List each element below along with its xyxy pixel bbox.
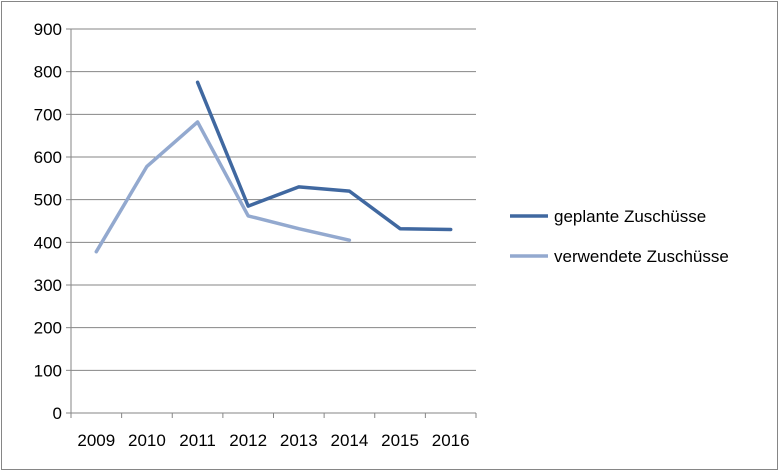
x-tick-label-2016: 2016	[432, 431, 470, 450]
x-tick-label-2010: 2010	[128, 431, 166, 450]
x-tick-label-2012: 2012	[229, 431, 267, 450]
y-tick-label-500: 500	[34, 191, 62, 210]
y-tick-label-900: 900	[34, 20, 62, 39]
series-lines	[94, 80, 453, 254]
y-tick-label-100: 100	[34, 361, 62, 380]
y-tick-label-0: 0	[53, 404, 62, 423]
legend-label-1: geplante Zuschüsse	[554, 207, 706, 226]
legend-label-2: verwendete Zuschüsse	[554, 247, 729, 266]
axes	[66, 28, 477, 418]
y-tick-labels: 0 100 200 300 400 500 600 700 800 900	[34, 20, 62, 423]
x-tick-label-2015: 2015	[381, 431, 419, 450]
series-line-2	[94, 120, 352, 254]
gridlines	[71, 28, 476, 371]
x-tick-labels: 2009 2010 2011 2012 2013 2014 2015 2016	[77, 431, 469, 450]
y-tick-label-700: 700	[34, 105, 62, 124]
x-tick-label-2011: 2011	[179, 431, 216, 450]
x-tick-label-2013: 2013	[280, 431, 318, 450]
series-line-1	[195, 80, 453, 232]
x-tick-label-2009: 2009	[77, 431, 115, 450]
y-tick-label-400: 400	[34, 233, 62, 252]
y-tick-label-200: 200	[34, 319, 62, 338]
x-tick-label-2014: 2014	[331, 431, 369, 450]
y-tick-label-800: 800	[34, 63, 62, 82]
y-tick-label-600: 600	[34, 148, 62, 167]
legend: geplante Zuschüsse verwendete Zuschüsse	[510, 207, 729, 266]
y-tick-label-300: 300	[34, 276, 62, 295]
